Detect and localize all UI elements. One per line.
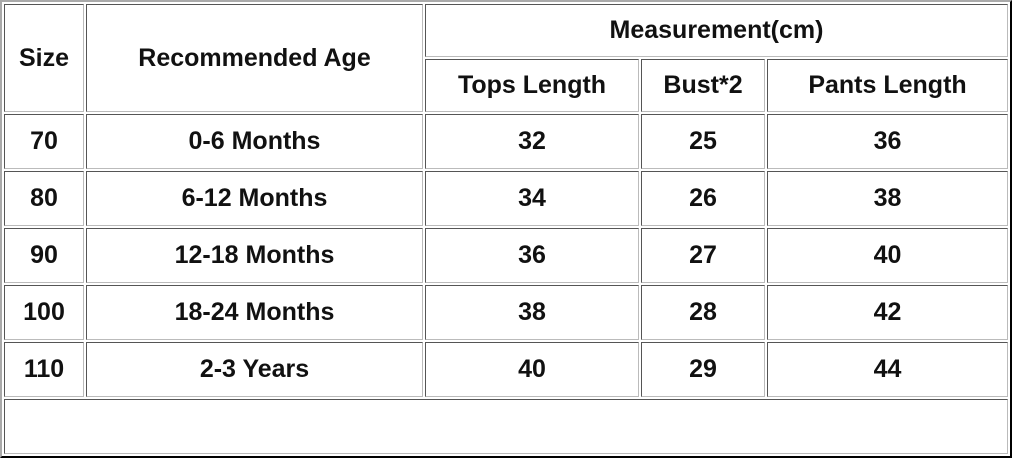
cell-age: 12-18 Months	[86, 228, 423, 283]
cell-size: 80	[4, 171, 84, 226]
cell-tops: 40	[425, 342, 639, 397]
cell-size: 110	[4, 342, 84, 397]
cell-bust: 28	[641, 285, 765, 340]
cell-size: 70	[4, 114, 84, 169]
header-measurement: Measurement(cm)	[425, 4, 1008, 57]
cell-tops: 34	[425, 171, 639, 226]
cell-size: 90	[4, 228, 84, 283]
cell-bust: 25	[641, 114, 765, 169]
cell-age: 0-6 Months	[86, 114, 423, 169]
cell-bust: 27	[641, 228, 765, 283]
header-size: Size	[4, 4, 84, 112]
table-row: 110 2-3 Years 40 29 44	[4, 342, 1008, 397]
cell-bust: 26	[641, 171, 765, 226]
empty-row	[4, 399, 1008, 454]
table-row: 90 12-18 Months 36 27 40	[4, 228, 1008, 283]
cell-age: 18-24 Months	[86, 285, 423, 340]
table-row: 80 6-12 Months 34 26 38	[4, 171, 1008, 226]
table-row: 70 0-6 Months 32 25 36	[4, 114, 1008, 169]
cell-pants: 44	[767, 342, 1008, 397]
cell-tops: 36	[425, 228, 639, 283]
cell-age: 6-12 Months	[86, 171, 423, 226]
header-row: Size Recommended Age Measurement(cm)	[4, 4, 1008, 112]
header-age: Recommended Age	[86, 4, 423, 112]
cell-pants: 36	[767, 114, 1008, 169]
header-pants-length: Pants Length	[767, 59, 1008, 112]
cell-tops: 32	[425, 114, 639, 169]
cell-tops: 38	[425, 285, 639, 340]
header-bust: Bust*2	[641, 59, 765, 112]
cell-size: 100	[4, 285, 84, 340]
header-tops-length: Tops Length	[425, 59, 639, 112]
cell-age: 2-3 Years	[86, 342, 423, 397]
subheader-row: Tops Length Bust*2 Pants Length	[4, 59, 1008, 112]
cell-pants: 38	[767, 171, 1008, 226]
cell-bust: 29	[641, 342, 765, 397]
cell-pants: 40	[767, 228, 1008, 283]
cell-pants: 42	[767, 285, 1008, 340]
table-row: 100 18-24 Months 38 28 42	[4, 285, 1008, 340]
